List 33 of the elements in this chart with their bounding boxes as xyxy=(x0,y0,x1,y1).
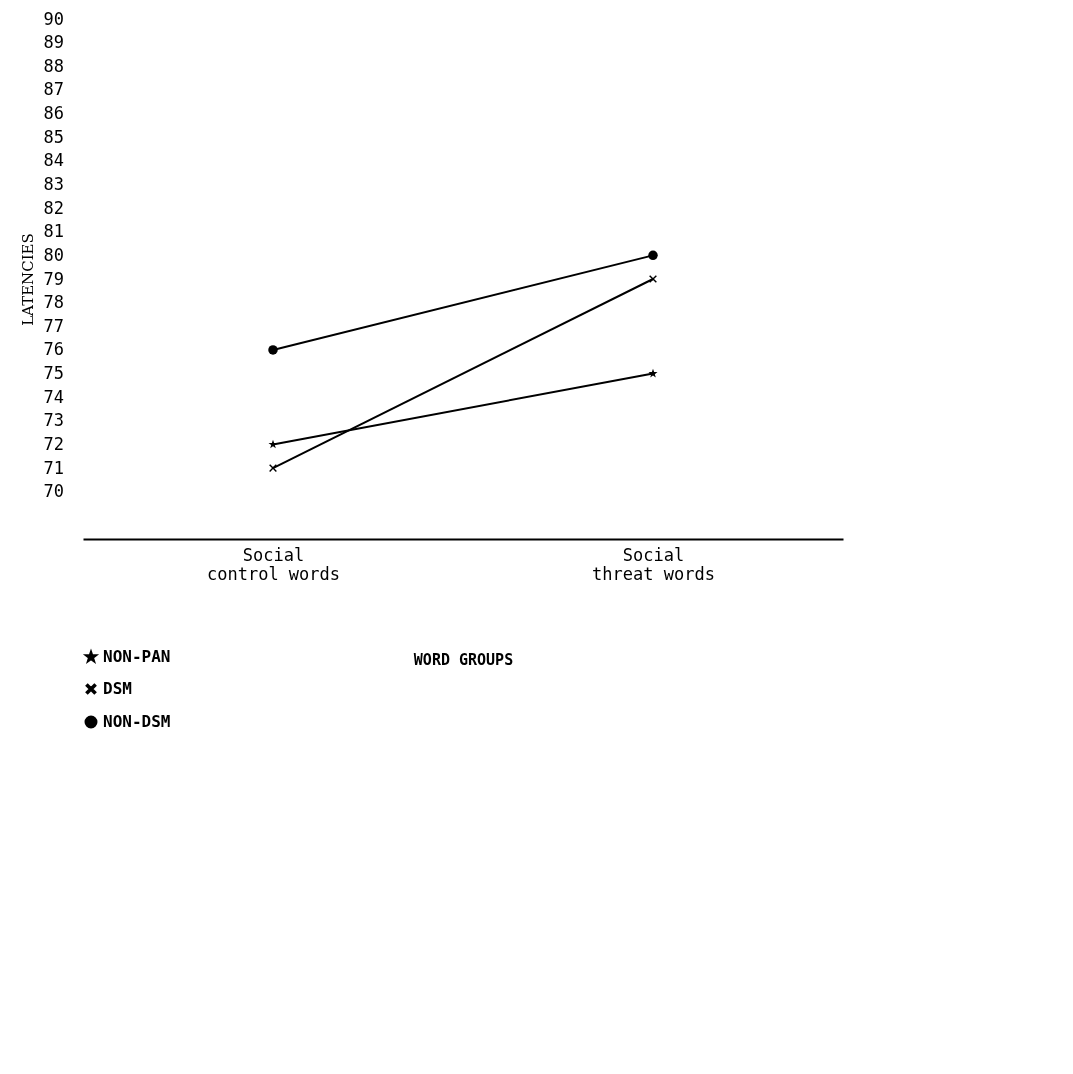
legend-label: NON-DSM xyxy=(103,712,171,731)
y-tick-label: 77 xyxy=(43,315,64,336)
y-tick-label: 89 xyxy=(43,32,64,53)
x-tick-label: Social threat words xyxy=(592,544,715,584)
y-tick-label: 90 xyxy=(43,8,64,29)
y-tick-label: 75 xyxy=(43,363,64,384)
point xyxy=(268,345,278,355)
y-tick-label: 76 xyxy=(43,339,64,360)
point xyxy=(648,250,658,261)
x-tick-label: Social control words xyxy=(206,544,341,584)
y-tick-label: 70 xyxy=(43,481,64,502)
point xyxy=(269,464,277,472)
y-tick-label: 87 xyxy=(43,79,64,100)
y-tick-label: 88 xyxy=(43,55,64,76)
x-axis-title: WORD GROUPS xyxy=(413,650,514,669)
y-tick-label: 84 xyxy=(43,150,64,171)
y-tick-label: 81 xyxy=(43,221,64,242)
legend-label: NON-PAN xyxy=(103,647,171,666)
y-tick-label: 83 xyxy=(43,173,64,194)
y-tick-label: 74 xyxy=(43,386,64,407)
y-tick-label: 86 xyxy=(43,103,64,124)
y-tick-label: 73 xyxy=(43,410,64,431)
y-tick-label: 80 xyxy=(43,244,64,265)
y-tick-label: 82 xyxy=(43,197,64,218)
point xyxy=(648,368,658,378)
legend-label: DSM xyxy=(103,679,132,698)
y-tick-label: 71 xyxy=(43,457,64,478)
y-tick-label: 85 xyxy=(43,126,64,147)
y-axis-title: LATENCIES xyxy=(18,233,37,326)
y-tick-label: 72 xyxy=(43,433,64,454)
y-tick-label: 78 xyxy=(43,292,64,313)
point xyxy=(649,275,657,283)
y-tick-label: 79 xyxy=(43,268,64,289)
